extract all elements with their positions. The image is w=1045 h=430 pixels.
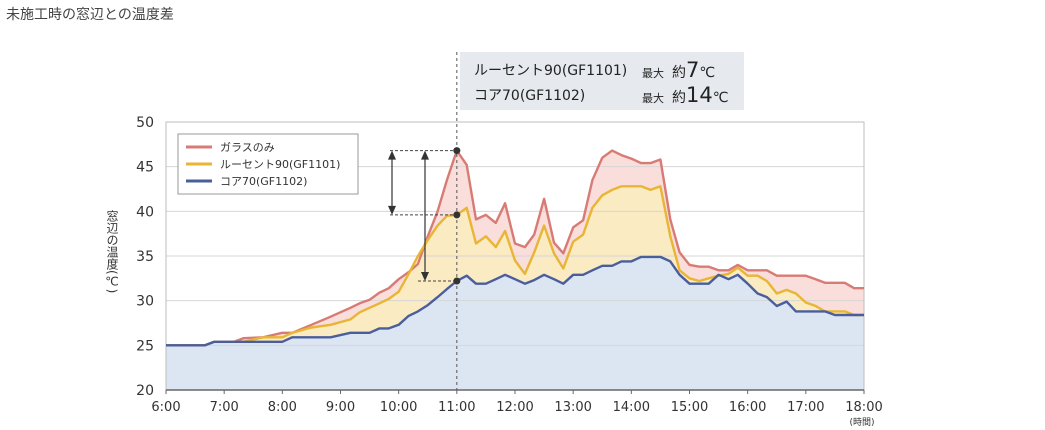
series-line	[166, 149, 864, 347]
core-diff-arrow-head	[421, 150, 429, 160]
core-area	[166, 256, 864, 390]
y-tick-label: 25	[136, 338, 154, 354]
series-line	[166, 255, 864, 347]
y-tick-label: 20	[136, 383, 154, 399]
x-tick-label: 9:00	[326, 400, 355, 415]
x-tick-label: 8:00	[268, 400, 297, 415]
diff-point	[453, 277, 461, 285]
callout-number: 14	[686, 83, 713, 107]
y-tick-label: 40	[136, 204, 154, 220]
callout-unit: ℃	[699, 65, 716, 81]
core-diff-arrow-head	[421, 272, 429, 282]
x-tick-label: 18:00	[845, 400, 882, 415]
callout-series-name: コア70(GF1102)	[474, 88, 586, 104]
diff-point	[453, 211, 461, 219]
x-tick-label: 15:00	[671, 400, 708, 415]
x-axis-label: (時間)	[849, 417, 874, 428]
callout-number: 7	[686, 58, 700, 82]
diff-point	[453, 147, 461, 155]
y-tick-label: 35	[136, 249, 154, 265]
x-tick-label: 7:00	[210, 400, 239, 415]
legend-entry: コア70(GF1102)	[220, 175, 307, 188]
series-line	[166, 185, 864, 347]
callout-max-label: 最大	[642, 67, 664, 80]
legend-entry: ルーセント90(GF1101)	[220, 158, 340, 171]
y-tick-label: 50	[136, 115, 154, 131]
callout-approx: 約	[672, 90, 686, 106]
y-axis-label: 窓辺の温度(℃)	[105, 209, 119, 294]
legend-entry: ガラスのみ	[220, 141, 275, 154]
callout-value: 約14℃	[672, 83, 728, 107]
x-tick-label: 14:00	[613, 400, 650, 415]
lucent-diff-arrow-head	[388, 150, 396, 160]
x-tick-label: 13:00	[554, 400, 591, 415]
lucent-diff-arrow-head	[388, 205, 396, 215]
lucent-diff-area	[166, 186, 864, 346]
y-tick-label: 45	[136, 160, 154, 176]
callout-unit: ℃	[712, 90, 729, 106]
glass-diff-area	[166, 150, 864, 346]
callout-max-label: 最大	[642, 92, 664, 105]
x-tick-label: 17:00	[787, 400, 824, 415]
callout-series-name: ルーセント90(GF1101)	[474, 63, 628, 79]
x-tick-label: 12:00	[496, 400, 533, 415]
page-title: 未施工時の窓辺との温度差	[6, 7, 174, 23]
x-tick-label: 10:00	[380, 400, 417, 415]
max-difference-callout: ルーセント90(GF1101) 最大 約7℃ コア70(GF1102) 最大 約…	[460, 52, 744, 110]
y-tick-label: 30	[136, 294, 154, 310]
callout-value: 約7℃	[672, 58, 715, 82]
callout-approx: 約	[672, 65, 686, 81]
x-tick-label: 6:00	[151, 400, 180, 415]
x-tick-label: 11:00	[438, 400, 475, 415]
x-tick-label: 16:00	[729, 400, 766, 415]
